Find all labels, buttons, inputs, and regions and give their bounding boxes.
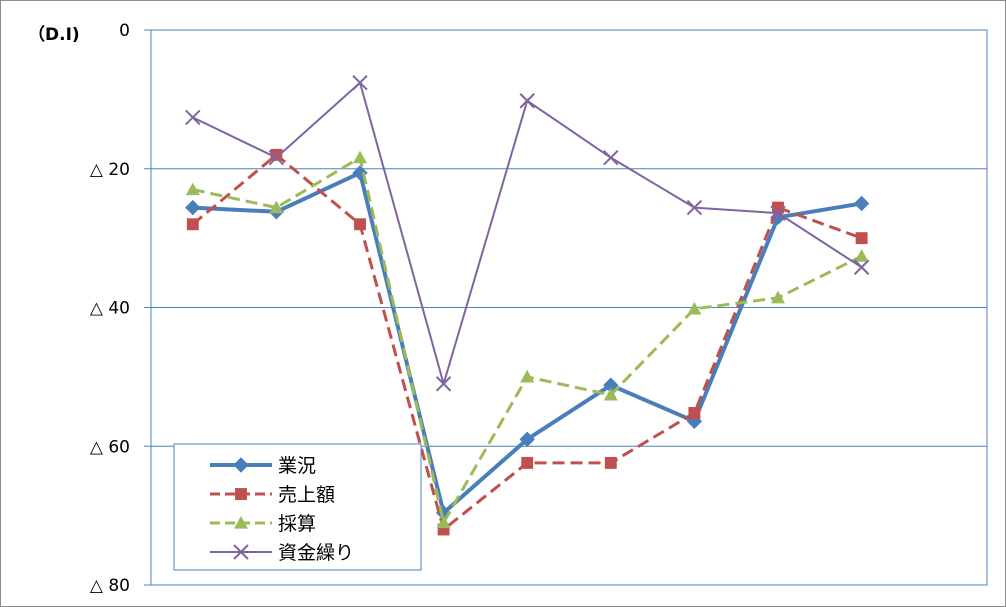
data-point (519, 431, 535, 448)
data-point (185, 109, 201, 126)
data-point (437, 523, 450, 536)
legend-marker (233, 544, 249, 560)
data-point (185, 199, 201, 216)
data-point (354, 218, 366, 231)
y-unit-label: （D.I) (28, 24, 80, 45)
data-point (771, 290, 785, 304)
data-point (772, 201, 784, 214)
legend-item: 採算 (210, 513, 316, 535)
data-point (686, 199, 703, 216)
data-point (853, 259, 870, 275)
legend-label: 業況 (278, 455, 316, 477)
data-point (854, 249, 869, 262)
data-point (436, 515, 451, 529)
y-tick-label: △ 80 (90, 576, 130, 596)
series-4 (185, 75, 870, 392)
series-3 (185, 150, 869, 529)
y-tick-label: 0 (119, 21, 130, 41)
series-layer (185, 75, 870, 536)
data-point (435, 376, 452, 392)
data-point (269, 200, 284, 214)
data-point (853, 195, 870, 212)
data-point (770, 205, 786, 221)
legend-item: 業況 (210, 455, 316, 477)
legend-marker (234, 516, 248, 529)
data-point (521, 456, 534, 469)
data-point (270, 148, 283, 161)
legend-item: 売上額 (210, 484, 335, 506)
data-point (353, 150, 367, 164)
y-axis-ticks: 0 △ 20 △ 40 △ 60 △ 80 (90, 21, 151, 596)
data-point (604, 456, 617, 469)
data-point (352, 75, 368, 91)
legend-label: 採算 (278, 513, 316, 535)
legend-item: 資金繰り (210, 542, 354, 564)
data-point (268, 149, 285, 166)
data-point (520, 369, 535, 383)
y-tick-label: △ 60 (90, 437, 130, 457)
data-point (855, 232, 868, 245)
data-point (519, 93, 535, 109)
y-tick-label: △ 20 (90, 160, 130, 180)
legend-label: 資金繰り (278, 542, 354, 564)
legend-marker (233, 457, 249, 473)
data-point (603, 149, 619, 166)
legend-marker (235, 488, 247, 500)
data-point (687, 301, 702, 315)
data-point (603, 387, 618, 401)
series-line (192, 81, 863, 385)
data-point (185, 182, 200, 196)
data-point (186, 218, 199, 231)
data-point (688, 407, 701, 419)
y-tick-label: △ 40 (90, 299, 130, 319)
series-2 (186, 148, 868, 536)
legend-label: 売上額 (278, 484, 335, 506)
